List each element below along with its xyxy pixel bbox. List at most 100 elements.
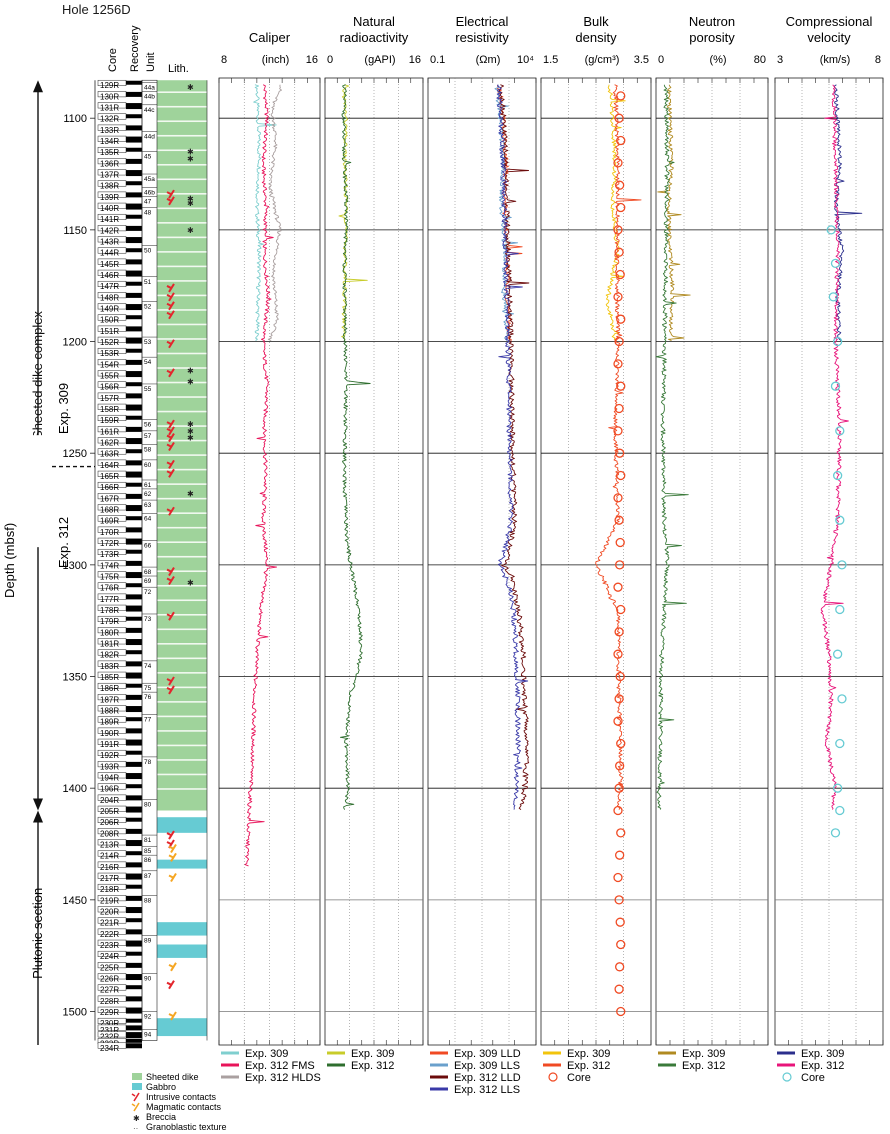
- core-marker-compressional-velocity: [835, 426, 845, 436]
- breccia-mark: ✱: [187, 367, 194, 376]
- core-marker-bulk-density: [616, 828, 626, 838]
- recovery-bar: [126, 717, 142, 722]
- core-label: 231R: [100, 1026, 119, 1035]
- recovery-bar: [126, 683, 142, 688]
- legend-marker-bulk-density: [548, 1072, 558, 1082]
- lith-interlayer: [157, 613, 207, 616]
- unit-label: 78: [144, 759, 152, 766]
- track-min-label-bulk-density: 1.5: [543, 54, 558, 66]
- lith-interlayer: [157, 91, 207, 93]
- recovery-bar: [126, 460, 142, 466]
- legend-label-compressional-velocity: Exp. 312: [801, 1060, 844, 1072]
- magmatic-contact-mark: [168, 1011, 177, 1021]
- core-label: 169R: [100, 517, 119, 526]
- core-label: 146R: [100, 271, 119, 280]
- series-line-caliper: [267, 84, 282, 342]
- core-marker-bulk-density: [613, 426, 623, 436]
- depth-tick-label: 1500: [63, 1007, 87, 1019]
- core-label: 140R: [100, 204, 119, 213]
- core-marker-compressional-velocity: [835, 604, 845, 615]
- core-marker-compressional-velocity: [837, 560, 847, 570]
- lith-sheeted-dike-fill: [157, 80, 207, 811]
- recovery-bar: [126, 337, 142, 344]
- core-label: 131R: [100, 104, 119, 113]
- intrusive-contact-mark: [166, 611, 175, 621]
- core-marker-bulk-density: [613, 805, 623, 816]
- core-marker-bulk-density: [614, 694, 624, 704]
- core-label: 180R: [100, 628, 119, 637]
- unit-label: 44d: [144, 134, 155, 141]
- unit-label: 90: [144, 976, 152, 983]
- lith-interlayer: [157, 367, 207, 369]
- depth-tick-label: 1400: [63, 783, 87, 795]
- legend-label-bulk-density: Exp. 312: [567, 1060, 610, 1072]
- core-label: 219R: [100, 896, 119, 905]
- recovery-bar: [126, 181, 142, 186]
- unit-label: 72: [144, 589, 152, 596]
- core-marker-compressional-velocity: [835, 738, 845, 749]
- lith-interlayer: [157, 483, 207, 485]
- lith-gabbro-band: [157, 944, 207, 958]
- core-label: 149R: [100, 305, 119, 314]
- core-label: 142R: [100, 226, 119, 235]
- core-marker-bulk-density: [614, 336, 624, 347]
- legend-label-bulk-density: Exp. 309: [567, 1048, 610, 1060]
- core-marker-compressional-velocity: [828, 292, 838, 302]
- unit-label: 76: [144, 694, 152, 701]
- core-label: 176R: [100, 584, 119, 593]
- lith-gabbro-band: [157, 1018, 207, 1037]
- intrusive-contact-mark: [166, 980, 175, 990]
- unit-column-header: Unit: [145, 52, 157, 72]
- lith-interlayer: [157, 788, 207, 790]
- core-label: 179R: [100, 617, 119, 626]
- lith-interlayer: [157, 163, 207, 166]
- recovery-bar: [126, 471, 142, 478]
- unit-label: 56: [144, 422, 152, 429]
- track-title-electrical-resistivity: resistivity: [455, 30, 509, 45]
- recovery-bar: [126, 594, 142, 600]
- recovery-bar: [126, 1032, 142, 1039]
- core-label: 232R: [100, 1033, 119, 1042]
- lith-interlayer: [157, 759, 207, 761]
- unit-label: 68: [144, 569, 152, 576]
- recovery-bar: [126, 817, 142, 822]
- core-marker-bulk-density: [614, 515, 624, 525]
- core-label: 182R: [100, 651, 119, 660]
- core-label: 139R: [100, 193, 119, 202]
- unit-label: 44c: [144, 107, 155, 114]
- dike-arrow-head-up: [33, 80, 43, 93]
- depth-tick-label: 1150: [63, 225, 87, 237]
- intrusive-contact-mark: [166, 368, 175, 378]
- recovery-bar: [126, 225, 142, 231]
- recovery-bar: [126, 203, 142, 210]
- lith-interlayer: [157, 730, 207, 732]
- unit-label: 54: [144, 359, 152, 366]
- recovery-bar: [126, 795, 142, 801]
- core-marker-bulk-density: [616, 939, 626, 950]
- lith-interlayer: [157, 105, 207, 108]
- recovery-bar: [126, 873, 142, 880]
- track-min-label-neutron-porosity: 0: [658, 54, 664, 66]
- core-marker-bulk-density: [615, 850, 625, 860]
- unit-label: 45a: [144, 176, 155, 183]
- core-label: 183R: [100, 662, 119, 671]
- series-line-bulk-density: [605, 84, 626, 341]
- track-title-caliper: Caliper: [249, 30, 291, 45]
- core-label: 167R: [100, 494, 119, 503]
- unit-label: 44b: [144, 93, 155, 100]
- core-label: 186R: [100, 684, 119, 693]
- core-label: 134R: [100, 137, 119, 146]
- unit-label: 73: [144, 616, 152, 623]
- core-label: 166R: [100, 483, 119, 492]
- depth-tick-label: 1100: [63, 113, 87, 125]
- lith-legend-label: Intrusive contacts: [146, 1092, 217, 1102]
- recovery-bar: [126, 560, 142, 566]
- unit-label: 53: [144, 339, 152, 346]
- core-label: 225R: [100, 963, 119, 972]
- lith-interlayer: [157, 715, 207, 718]
- unit-label: 58: [144, 446, 152, 453]
- core-label: 224R: [100, 952, 119, 961]
- lith-gabbro-band: [157, 859, 207, 869]
- recovery-bar: [126, 907, 142, 914]
- magmatic-contact-mark: [168, 962, 177, 972]
